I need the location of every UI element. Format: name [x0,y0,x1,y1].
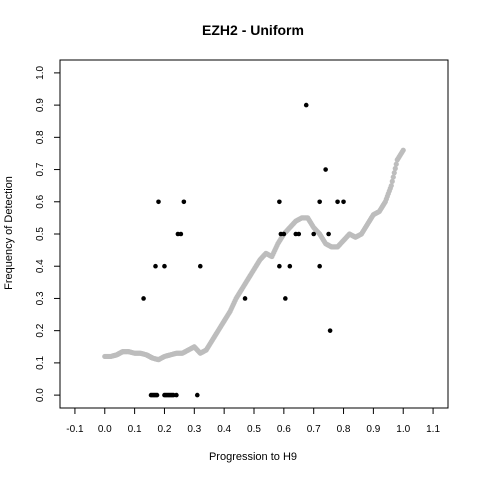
trend-point [389,178,395,184]
x-tick-label: -0.1 [66,424,84,435]
detection-point [178,231,184,237]
detection-point [174,392,179,398]
y-tick-label: 0.0 [35,388,46,402]
trend-point [400,147,406,153]
y-tick-label: 0.3 [35,291,46,305]
detection-point [153,263,158,269]
detection-point [287,263,293,269]
x-tick-label: 0.2 [158,424,172,435]
detection-point [197,263,203,269]
detection-point [323,167,328,172]
x-tick-label: 1.0 [396,424,410,435]
detection-point [242,296,248,301]
x-tick-label: 0.5 [247,424,261,435]
x-tick-label: 1.1 [426,424,440,435]
y-tick-label: 0.2 [35,323,46,337]
trend-point [393,161,399,167]
detection-point [194,392,200,398]
y-axis: 0.0 0.1 0.2 0.3 0.4 0.5 0.6 0.7 0.8 0.9 1.0 [35,66,61,402]
detection-points-series [141,102,346,398]
x-tick-label: 0.7 [307,424,321,435]
trend-point [392,165,398,172]
x-axis-label: Progression to H9 [209,451,297,463]
chart-title: EZH2 - Uniform [202,22,304,38]
detection-point [141,296,146,301]
trend-series [102,147,406,363]
trend-point [388,183,394,189]
y-tick-label: 0.1 [35,356,46,370]
detection-point [277,199,282,205]
x-tick-label: 0.6 [277,424,291,435]
x-tick-label: 0.4 [217,424,231,435]
detection-point [181,199,187,205]
y-tick-label: 0.4 [35,259,46,273]
x-tick-label: 0.9 [366,424,380,435]
detection-point [311,231,316,237]
y-tick-label: 0.5 [35,227,46,241]
y-tick-label: 0.6 [35,194,46,208]
detection-point [326,231,331,237]
trend-point [390,174,396,180]
detection-point [156,199,161,205]
detection-point [303,102,309,108]
x-tick-label: 0.0 [98,424,112,435]
y-tick-label: 1.0 [35,66,46,80]
detection-point [154,392,160,398]
y-axis-label: Frequency of Detection [3,176,15,290]
detection-point [281,231,287,237]
detection-point [327,328,333,333]
x-tick-label: 0.3 [187,424,201,435]
x-tick-label: 0.8 [337,424,351,435]
y-tick-label: 0.7 [35,162,46,176]
x-tick-label: 0.1 [128,424,142,435]
y-tick-label: 0.8 [35,130,46,144]
detection-point [277,263,282,269]
detection-point [162,263,167,269]
y-tick-label: 0.9 [35,98,46,112]
detection-point [317,199,322,205]
x-axis: -0.1 0.0 0.1 0.2 0.3 0.4 0.5 0.6 0.7 0.8 0.9 1.0 1.1 [66,407,440,435]
detection-point [341,199,346,205]
detection-point [296,231,302,237]
detection-point [335,199,340,205]
detection-point [317,263,322,269]
detection-point [283,296,288,301]
trend-point [391,170,397,176]
